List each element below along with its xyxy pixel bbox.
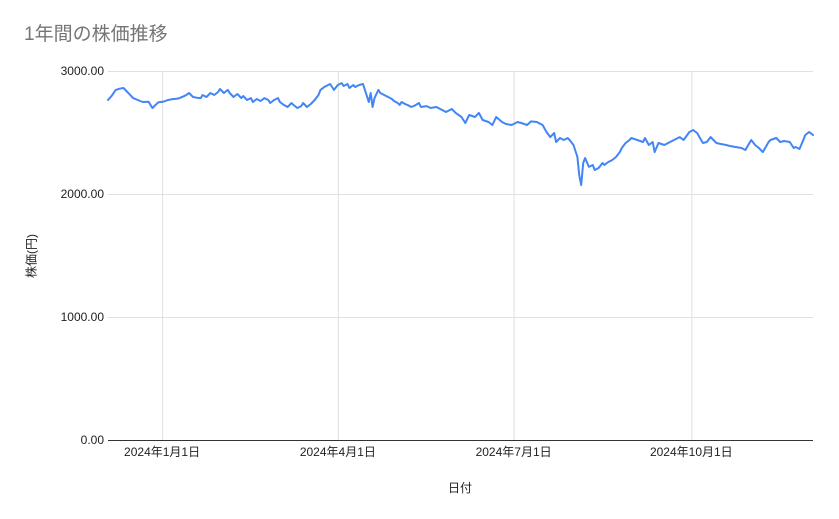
y-tick-label: 2000.00 [60, 187, 104, 201]
y-axis-title: 株価(円) [24, 234, 39, 278]
x-axis-title: 日付 [447, 481, 473, 495]
stock-price-line [107, 82, 814, 186]
x-tick-label: 2024年1月1日 [124, 445, 201, 459]
x-tick-label: 2024年7月1日 [475, 445, 552, 459]
y-tick-label: 0.00 [80, 433, 104, 447]
x-tick-label: 2024年10月1日 [649, 445, 733, 459]
y-tick-label: 3000.00 [60, 64, 104, 78]
x-tick-label: 2024年4月1日 [299, 445, 376, 459]
chart-title: 1年間の株価推移 [24, 24, 168, 45]
y-tick-label: 1000.00 [60, 310, 104, 324]
